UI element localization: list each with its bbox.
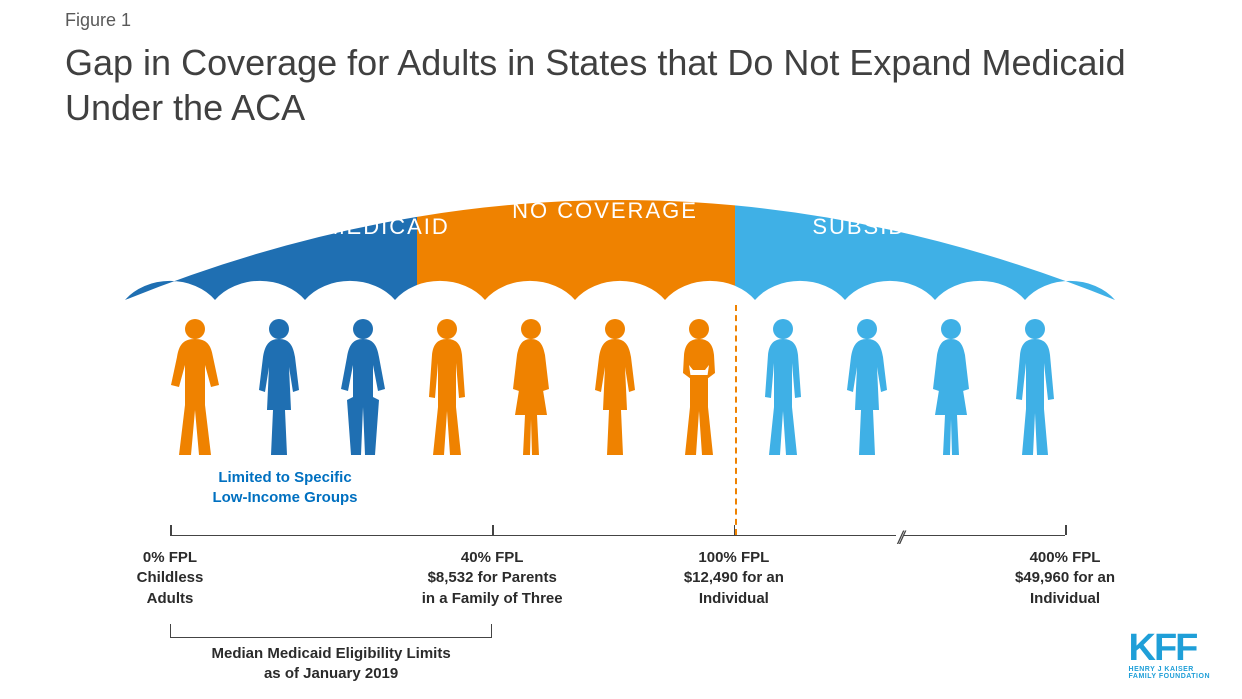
- axis-tick: [492, 525, 494, 535]
- chart-title: Gap in Coverage for Adults in States tha…: [65, 40, 1177, 130]
- person-silhouette: [1005, 315, 1065, 460]
- median-eligibility-bracket: [170, 624, 492, 638]
- bracket-line1: Median Medicaid Eligibility Limits: [211, 645, 450, 662]
- person-silhouette: [333, 315, 393, 460]
- kff-logo-text: KFF: [1129, 631, 1210, 665]
- kff-logo: KFF HENRY J KAISER FAMILY FOUNDATION: [1129, 631, 1210, 681]
- coverage-gap-diagram: MEDICAID NO COVERAGE MARKETPLACE SUBSIDIES…: [65, 150, 1175, 670]
- axis-line: [170, 535, 1065, 536]
- axis-tick: [734, 525, 736, 535]
- person-silhouette: [165, 315, 225, 460]
- limited-note-line2: Low-Income Groups: [212, 489, 357, 506]
- person-silhouette: [669, 315, 729, 460]
- limited-note-line1: Limited to Specific: [218, 469, 351, 486]
- person-silhouette: [417, 315, 477, 460]
- limited-groups-note: Limited to Specific Low-Income Groups: [135, 468, 435, 507]
- people-row: [165, 315, 1065, 460]
- person-silhouette: [585, 315, 645, 460]
- person-silhouette: [837, 315, 897, 460]
- axis-tick: [170, 525, 172, 535]
- axis-label: 0% FPLChildlessAdults: [80, 548, 260, 609]
- person-silhouette: [921, 315, 981, 460]
- person-silhouette: [753, 315, 813, 460]
- umbrella-arc: [65, 150, 1175, 330]
- fpl-axis: [170, 525, 1065, 539]
- axis-break-icon: //: [896, 528, 904, 549]
- person-silhouette: [501, 315, 561, 460]
- segment-label-no_coverage: NO COVERAGE: [495, 198, 715, 224]
- figure-number-label: Figure 1: [65, 10, 131, 31]
- kff-logo-subtitle-2: FAMILY FOUNDATION: [1129, 673, 1210, 681]
- bracket-line2: as of January 2019: [264, 665, 398, 682]
- fpl-100-divider: [735, 305, 737, 535]
- axis-label: 40% FPL$8,532 for Parentsin a Family of …: [402, 548, 582, 609]
- kff-logo-subtitle-1: HENRY J KAISER: [1129, 666, 1210, 674]
- segment-label-marketplace: MARKETPLACE SUBSIDIES: [755, 188, 1005, 241]
- segment-label-medicaid: MEDICAID: [298, 214, 478, 240]
- median-eligibility-label: Median Medicaid Eligibility Limits as of…: [171, 644, 491, 685]
- axis-tick: [1065, 525, 1067, 535]
- axis-label: 100% FPL$12,490 for anIndividual: [644, 548, 824, 609]
- person-silhouette: [249, 315, 309, 460]
- axis-label: 400% FPL$49,960 for anIndividual: [975, 548, 1155, 609]
